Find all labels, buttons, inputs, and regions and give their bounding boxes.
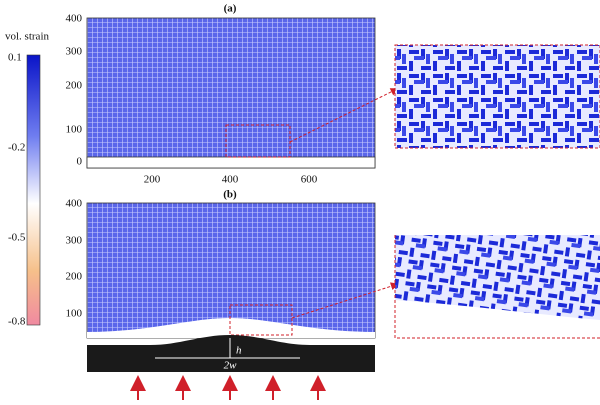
colorbar-tick: 0.1 [8, 52, 22, 64]
zoom-link [289, 88, 399, 143]
colorbar-tick: -0.5 [8, 232, 26, 244]
w-label: 2w [224, 360, 238, 372]
colorbar [26, 54, 41, 326]
mesh-plot [86, 202, 376, 339]
zoom-link [291, 282, 399, 319]
y-tick-label: 300 [66, 235, 83, 247]
deformed-gap [87, 318, 375, 338]
y-tick-label: 200 [66, 271, 83, 283]
y-tick-label: 400 [66, 198, 83, 210]
y-tick-label: 0 [77, 156, 83, 168]
x-tick-label: 400 [222, 174, 239, 186]
x-tick-label: 600 [301, 174, 318, 186]
indenter [87, 335, 375, 372]
colorbar-tick: -0.2 [8, 142, 25, 154]
h-label: h [236, 345, 242, 357]
inset-frame [394, 235, 600, 339]
zoom-region [229, 304, 293, 336]
panel-title: (b) [223, 189, 237, 201]
y-tick-label: 100 [66, 124, 83, 136]
zoom-region [225, 124, 291, 158]
gap [86, 156, 376, 169]
y-tick-label: 100 [66, 308, 83, 320]
panel-title: (a) [224, 3, 237, 15]
inset-gap [395, 300, 600, 338]
y-tick-label: 300 [66, 46, 83, 58]
colorbar-label: vol. strain [5, 31, 49, 43]
zoom-inset [394, 44, 600, 149]
mesh-plot [86, 17, 376, 169]
y-tick-label: 200 [66, 80, 83, 92]
colorbar-tick: -0.8 [8, 316, 26, 328]
x-tick-label: 200 [144, 174, 161, 186]
y-tick-label: 400 [66, 13, 83, 25]
